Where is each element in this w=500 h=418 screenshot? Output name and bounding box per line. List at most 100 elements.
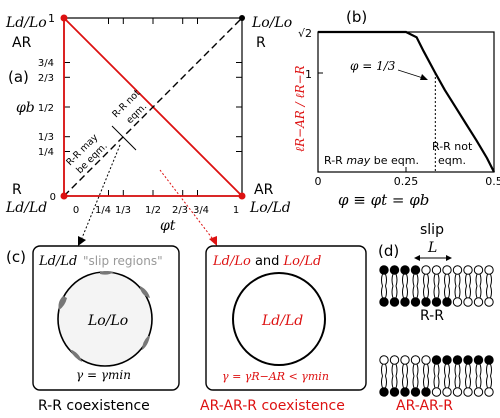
rr-bottom-leaflet-lipid-head <box>442 297 452 307</box>
panel-a-y-tick-1-4: 1/4 <box>38 147 54 158</box>
panel-a-x-tick-1-3: 1/3 <box>115 205 131 216</box>
rr-bottom-leaflet-lipid-head <box>452 297 463 307</box>
rr-top-leaflet-lipid-tail <box>381 273 387 287</box>
ar-top-leaflet-lipid-head <box>410 355 421 365</box>
ar-top-leaflet-lipid-tail <box>486 363 492 377</box>
ar-bottom-leaflet-lipid-head <box>400 387 410 397</box>
ar-top-leaflet-lipid-tail <box>444 363 450 377</box>
panel-a-x-tick-1-2: 1/2 <box>145 205 161 216</box>
rr-bottom-leaflet-lipid-head <box>421 297 431 307</box>
ar-top-leaflet-lipid-head <box>473 355 484 365</box>
rr-bottom-leaflet-lipid-head <box>410 297 421 307</box>
panel-a-x-tick-1: 1 <box>233 205 239 216</box>
panel-b-curve <box>318 30 495 173</box>
ar-bottom-leaflet-lipid-tail <box>412 375 419 389</box>
ar-top-leaflet-lipid-head <box>484 355 494 365</box>
panel-b-ytick-label-1: 1 <box>305 68 312 81</box>
corner-tr-math: Lo/Lo <box>251 15 292 31</box>
rr-bilayer-top <box>379 265 494 287</box>
panel-b-x-title: φ ≡ φt = φb <box>338 191 429 209</box>
rr-top-leaflet-lipid-head <box>463 265 473 275</box>
panel-d-L: L <box>427 240 437 256</box>
rr-bottom-leaflet-lipid-head <box>400 297 410 307</box>
rr-top-leaflet-lipid-tail <box>391 273 398 287</box>
corner-marker-tl <box>60 14 68 22</box>
rr-bottom-leaflet-lipid-tail <box>402 285 408 299</box>
rr-top-leaflet-lipid-tail <box>454 273 461 287</box>
panel-a-region-separator <box>111 125 137 151</box>
panel-a-x-tick-0: 0 <box>73 205 79 216</box>
rr-bottom-leaflet-lipid-tail <box>465 285 471 299</box>
panel-b-xtick-label-05: 0.5 <box>485 175 500 188</box>
arar-domain-circle <box>232 272 326 366</box>
panel-a-y-tick-0: 0 <box>50 192 56 203</box>
rr-top-leaflet-lipid-head <box>421 265 431 275</box>
panel-d-tag: (d) <box>378 242 399 260</box>
rr-gamma: γ = γmin <box>76 368 131 382</box>
rr-top-leaflet-lipid-head <box>410 265 421 275</box>
slip-arrow-right-head <box>446 255 452 261</box>
panel-a-x-tick-3-4: 3/4 <box>193 205 209 216</box>
rr-slip-region-3 <box>142 336 150 350</box>
rr-top-leaflet-lipid-head <box>442 265 452 275</box>
ar-bottom-leaflet-lipid-tail <box>444 375 450 389</box>
rr-top-leaflet-lipid-tail <box>402 273 408 287</box>
rr-slip-region-2 <box>140 286 150 298</box>
arrow-to-rr <box>81 144 121 239</box>
ar-bottom-leaflet-lipid-head <box>389 387 400 397</box>
panel-b-y-title: ℓR−AR / ℓR−R <box>293 65 307 152</box>
ar-bilayer-top <box>379 355 494 377</box>
ar-bottom-leaflet-lipid-head <box>442 387 452 397</box>
ar-top-leaflet-lipid-tail <box>475 363 482 377</box>
rr-bottom-leaflet-lipid-tail <box>391 285 398 299</box>
rr-inner-label: Lo/Lo <box>87 313 128 329</box>
corner-marker-tr <box>239 15 245 21</box>
panel-a-y-tick-3-4: 3/4 <box>38 58 54 69</box>
rr-top-leaflet-lipid-tail <box>486 273 492 287</box>
panel-c: (c) Ld/Ld "slip regions" Lo/Lo γ = γmin … <box>6 245 367 414</box>
rr-bottom-leaflet-lipid-tail <box>423 285 429 299</box>
ar-top-leaflet-lipid-tail <box>423 363 429 377</box>
panel-a-bottom-ticks <box>108 190 198 196</box>
ar-top-leaflet-lipid-head <box>431 355 442 365</box>
ar-top-leaflet-lipid-tail <box>402 363 408 377</box>
slip-arrow-left-head <box>414 255 420 261</box>
ar-bottom-leaflet-lipid-tail <box>475 375 482 389</box>
rr-slip-region-4 <box>70 350 82 362</box>
rr-bottom-leaflet-lipid-tail <box>475 285 482 299</box>
arar-top-label: Ld/Lo and Lo/Ld <box>212 254 321 269</box>
corner-br-label: AR <box>254 182 274 198</box>
ar-bilayer-label: AR-AR-R <box>396 398 453 414</box>
rr-bottom-leaflet-lipid-tail <box>433 285 440 299</box>
rr-bottom-leaflet-lipid-tail <box>486 285 492 299</box>
panel-b-xtick-label-0: 0 <box>315 175 322 188</box>
ar-top-leaflet-lipid-tail <box>381 363 387 377</box>
rr-bottom-leaflet-lipid-head <box>431 297 442 307</box>
ar-top-leaflet-lipid-head <box>389 355 400 365</box>
ar-top-leaflet-lipid-tail <box>465 363 471 377</box>
panel-a-y-title: φb <box>16 100 35 116</box>
panel-b-region-right-1: R-R not <box>432 140 473 153</box>
panel-a-y-tick-1-2: 1/2 <box>38 103 54 114</box>
ar-bottom-leaflet-lipid-head <box>463 387 473 397</box>
panel-a-right-ticks <box>236 62 242 152</box>
rr-top-leaflet-lipid-head <box>389 265 400 275</box>
corner-tl-math: Ld/Lo <box>5 15 47 31</box>
ar-top-leaflet-lipid-head <box>421 355 431 365</box>
rr-top-leaflet-lipid-tail <box>465 273 471 287</box>
arrow-to-rr-head <box>78 236 86 246</box>
ar-bottom-leaflet-lipid-head <box>431 387 442 397</box>
rr-slip-label: "slip regions" <box>83 254 163 268</box>
rr-bottom-leaflet-lipid-tail <box>454 285 461 299</box>
rr-top-leaflet-lipid-tail <box>423 273 429 287</box>
ar-top-leaflet-lipid-head <box>463 355 473 365</box>
rr-top-leaflet-lipid-tail <box>475 273 482 287</box>
rr-bottom-leaflet-lipid-tail <box>444 285 450 299</box>
ar-bottom-leaflet-lipid-tail <box>433 375 440 389</box>
panel-a-one-label: 1 <box>48 12 55 25</box>
rr-caption: R-R coexistence <box>38 398 150 414</box>
rr-bottom-leaflet-lipid-head <box>463 297 473 307</box>
panel-d: (d) slip L R-R AR-AR-R <box>378 222 494 414</box>
panel-a-y-tick-2-3: 2/3 <box>38 73 54 84</box>
ar-top-leaflet-lipid-tail <box>454 363 461 377</box>
